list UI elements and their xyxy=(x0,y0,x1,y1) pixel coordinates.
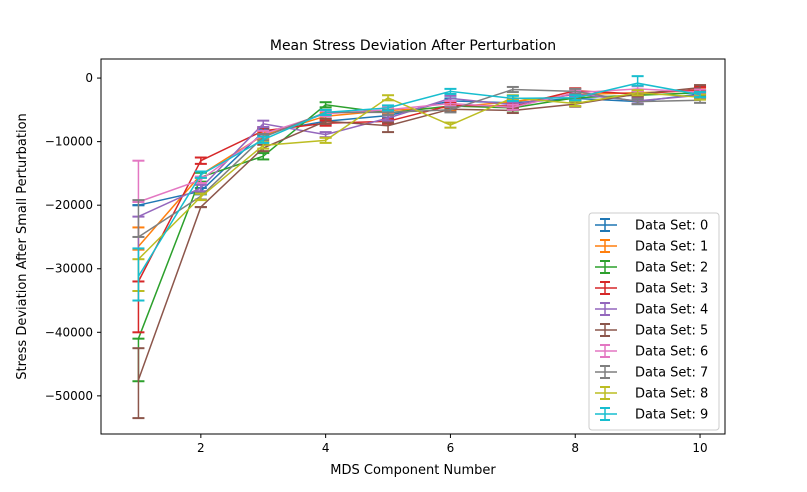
plot-area xyxy=(100,58,726,435)
legend-label: Data Set: 0 xyxy=(635,219,708,234)
x-tick-label: 8 xyxy=(571,441,579,455)
x-tick-label: 6 xyxy=(447,441,455,455)
series-line xyxy=(138,88,701,203)
y-tick-label: −50000 xyxy=(45,389,93,403)
y-tick-label: −10000 xyxy=(45,135,93,149)
series-line xyxy=(137,86,701,381)
series-line xyxy=(138,93,701,218)
x-tick-label: 2 xyxy=(197,441,205,455)
legend-label: Data Set: 9 xyxy=(635,408,708,423)
legend: Data Set: 0 Data Set: 1 Data Set: 2 Data Se… xyxy=(588,212,720,431)
legend-label: Data Set: 1 xyxy=(635,240,708,255)
chart-title: Mean Stress Deviation After Perturbation xyxy=(270,38,556,54)
y-tick-label: −20000 xyxy=(45,198,93,212)
x-axis-label: MDS Component Number xyxy=(330,463,496,478)
x-tick-label: 10 xyxy=(692,441,707,455)
legend-label: Data Set: 6 xyxy=(635,345,708,360)
series-6 xyxy=(132,85,707,204)
legend-label: Data Set: 4 xyxy=(635,303,708,318)
legend-box xyxy=(588,212,720,431)
legend-label: Data Set: 3 xyxy=(635,282,708,297)
series-layer xyxy=(132,75,707,420)
x-axis: 2 4 6 8 10 xyxy=(197,434,708,455)
legend-label: Data Set: 5 xyxy=(635,324,708,339)
series-line xyxy=(137,82,701,277)
y-axis: 0 −10000 −20000 −30000 −40000 −50000 xyxy=(45,71,101,403)
legend-label: Data Set: 7 xyxy=(635,366,708,381)
x-tick-label: 4 xyxy=(322,441,330,455)
y-axis-label: Stress Deviation After Small Perturbatio… xyxy=(15,113,30,380)
y-tick-label: −40000 xyxy=(45,325,93,339)
series-line xyxy=(137,88,701,282)
y-tick-label: −30000 xyxy=(45,262,93,276)
y-tick-label: 0 xyxy=(85,71,93,85)
series-line xyxy=(137,91,701,260)
legend-label: Data Set: 2 xyxy=(635,261,708,276)
series-9 xyxy=(132,75,707,302)
legend-label: Data Set: 8 xyxy=(635,387,708,402)
